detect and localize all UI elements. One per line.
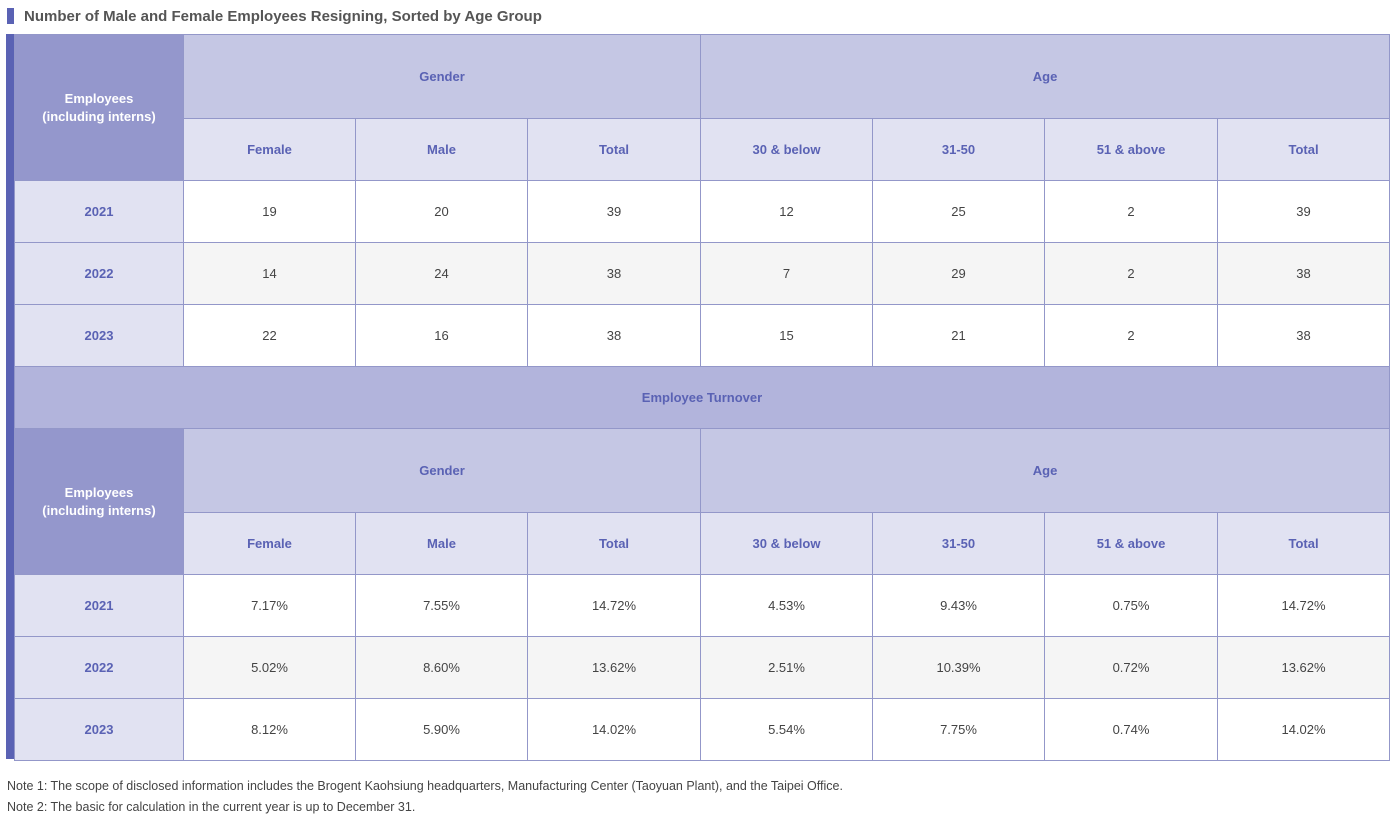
column-header: 51 & above [1044, 512, 1219, 575]
table-cell: 9.43% [872, 574, 1046, 637]
title-accent-bar [7, 8, 14, 24]
column-header-row: Female Male Total 30 & below 31-50 51 & above… [15, 512, 1391, 575]
table-cell: 14.72% [526, 574, 702, 637]
employee-table-container: Employees (including interns) Gender Age Fem… [6, 34, 1391, 761]
table-cell: 21 [872, 304, 1046, 367]
table-row: 2022 5.02% 8.60% 13.62% 2.51% 10.39% 0.72% 13.6… [14, 636, 1391, 699]
table-cell: 7.75% [872, 698, 1046, 761]
footnote-2: Note 2: The basic for calculation in the… [7, 800, 416, 814]
gender-group-header: Gender [182, 428, 702, 513]
table-row: 2021 19 20 39 12 25 2 39 [14, 180, 1391, 243]
column-header: Female [183, 118, 356, 181]
table-cell: 0.72% [1044, 636, 1219, 699]
group-header-row: Employees (including interns) Gender Age [14, 428, 1391, 575]
table-cell: 13.62% [1217, 636, 1391, 699]
table-accent-stripe [6, 34, 14, 759]
table-cell: 19 [183, 180, 356, 243]
column-header: Total [1217, 512, 1391, 575]
table-cell: 5.54% [700, 698, 874, 761]
section-header-row: Employee Turnover [13, 366, 1391, 429]
table-cell: 39 [1217, 180, 1391, 243]
table-cell: 7.17% [183, 574, 356, 637]
table-cell: 14 [183, 242, 356, 305]
table-cell: 29 [872, 242, 1046, 305]
table-cell: 20 [355, 180, 528, 243]
column-header-row: Female Male Total 30 & below 31-50 51 & above… [15, 118, 1391, 181]
table-cell: 14.72% [1217, 574, 1391, 637]
column-header: Male [355, 118, 528, 181]
row-year-label: 2021 [14, 180, 184, 243]
row-year-label: 2022 [14, 636, 184, 699]
table-cell: 38 [526, 304, 702, 367]
table-cell: 0.74% [1044, 698, 1219, 761]
table-cell: 14.02% [1217, 698, 1391, 761]
page-title-bar: Number of Male and Female Employees Resi… [7, 7, 542, 25]
gender-group-header: Gender [182, 34, 702, 119]
table-cell: 7 [700, 242, 874, 305]
column-header: 31-50 [872, 118, 1046, 181]
row-year-label: 2023 [14, 304, 184, 367]
row-year-label: 2023 [14, 698, 184, 761]
table-cell: 14.02% [526, 698, 702, 761]
table-cell: 12 [700, 180, 874, 243]
column-header: Female [183, 512, 356, 575]
group-header-row: Employees (including interns) Gender Age [14, 34, 1391, 181]
corner-label-line2: (including interns) [42, 502, 156, 518]
age-group-header: Age [700, 34, 1391, 119]
table-cell: 2 [1044, 304, 1219, 367]
corner-label-line1: Employees [64, 90, 134, 106]
row-year-label: 2022 [14, 242, 184, 305]
table-row: 2021 7.17% 7.55% 14.72% 4.53% 9.43% 0.75% 14.72… [14, 574, 1391, 637]
table-row: 2022 14 24 38 7 29 2 38 [14, 242, 1391, 305]
table-row: 2023 22 16 38 15 21 2 38 [14, 304, 1391, 367]
column-header: 31-50 [872, 512, 1046, 575]
footnotes: Note 1: The scope of disclosed informati… [7, 776, 843, 818]
table-cell: 10.39% [872, 636, 1046, 699]
corner-label-line1: Employees [64, 484, 134, 500]
corner-header: Employees (including interns) [14, 34, 184, 181]
table-cell: 8.60% [355, 636, 528, 699]
corner-label-line2: (including interns) [42, 108, 156, 124]
table-row: 2023 8.12% 5.90% 14.02% 5.54% 7.75% 0.74% 14.02… [14, 698, 1391, 761]
table-cell: 2 [1044, 242, 1219, 305]
table-cell: 24 [355, 242, 528, 305]
age-group-header: Age [700, 428, 1391, 513]
table-cell: 38 [526, 242, 702, 305]
table-cell: 16 [355, 304, 528, 367]
column-header: 30 & below [700, 118, 874, 181]
table-cell: 15 [700, 304, 874, 367]
table-cell: 4.53% [700, 574, 874, 637]
corner-header: Employees (including interns) [14, 428, 184, 575]
table-cell: 38 [1217, 304, 1391, 367]
column-header: Total [526, 118, 702, 181]
table-cell: 22 [183, 304, 356, 367]
column-header: Total [1217, 118, 1391, 181]
footnote-1: Note 1: The scope of disclosed informati… [7, 779, 843, 793]
table-cell: 0.75% [1044, 574, 1219, 637]
column-header: 30 & below [700, 512, 874, 575]
table-cell: 2 [1044, 180, 1219, 243]
turnover-section-title: Employee Turnover [13, 366, 1391, 429]
column-header: Male [355, 512, 528, 575]
table-cell: 7.55% [355, 574, 528, 637]
column-header: Total [526, 512, 702, 575]
table-cell: 38 [1217, 242, 1391, 305]
table-cell: 2.51% [700, 636, 874, 699]
table-cell: 25 [872, 180, 1046, 243]
table-cell: 8.12% [183, 698, 356, 761]
table-cell: 5.90% [355, 698, 528, 761]
page-title: Number of Male and Female Employees Resi… [24, 7, 542, 25]
table-cell: 13.62% [526, 636, 702, 699]
table-cell: 5.02% [183, 636, 356, 699]
column-header: 51 & above [1044, 118, 1219, 181]
row-year-label: 2021 [14, 574, 184, 637]
table-cell: 39 [526, 180, 702, 243]
employee-resignation-table: Employees (including interns) Gender Age Fem… [13, 34, 1391, 761]
